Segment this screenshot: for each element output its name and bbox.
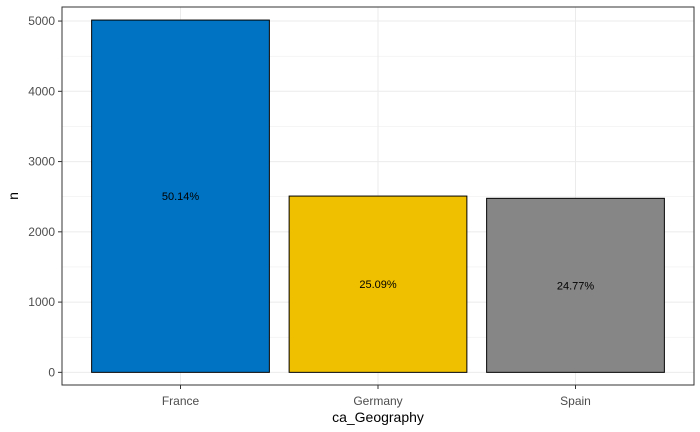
y-tick-label: 2000 <box>28 225 55 239</box>
x-tick-label: Spain <box>560 394 591 408</box>
bar-germany <box>288 195 468 373</box>
y-axis: 0 1000 2000 3000 4000 5000 <box>28 14 62 379</box>
bar-label-spain: 24.77% <box>557 280 595 292</box>
x-tick-label: France <box>162 394 200 408</box>
y-tick-label: 0 <box>48 365 55 379</box>
bars <box>91 19 665 373</box>
bar-label-france: 50.14% <box>162 191 200 203</box>
y-tick-label: 3000 <box>28 155 55 169</box>
x-axis-title: ca_Geography <box>332 409 424 425</box>
bar-label-germany: 25.09% <box>359 279 397 291</box>
x-tick-label: Germany <box>353 394 402 408</box>
y-tick-label: 5000 <box>28 14 55 28</box>
bar-labels: 50.14% 25.09% 24.77% <box>162 191 595 292</box>
x-axis: France Germany Spain <box>162 385 591 408</box>
bar-france <box>91 19 270 373</box>
y-tick-label: 4000 <box>28 84 55 98</box>
bar-spain <box>486 197 665 373</box>
y-axis-title: n <box>5 192 21 200</box>
y-tick-label: 1000 <box>28 295 55 309</box>
